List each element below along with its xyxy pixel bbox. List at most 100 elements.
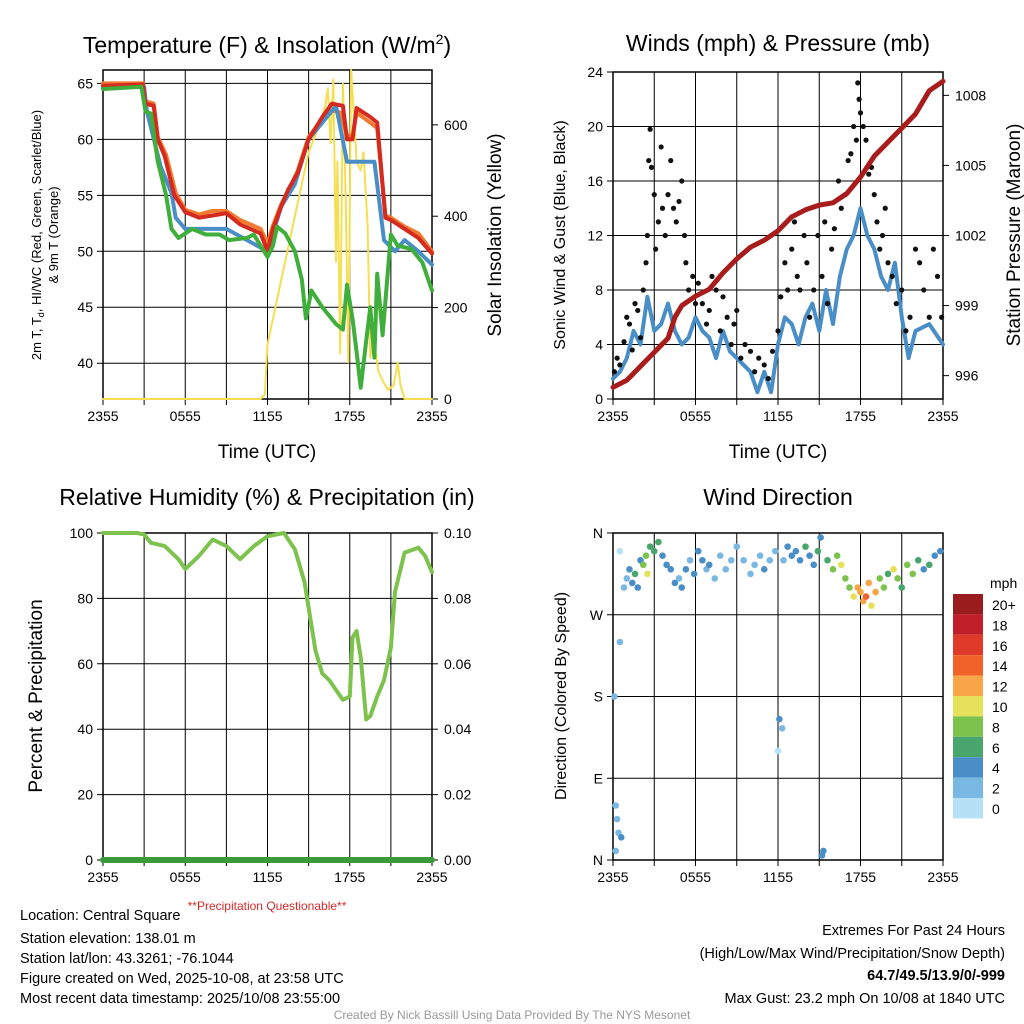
- gust-point: [807, 314, 813, 320]
- speed-colorbar: 20+ 18 16 14 12 10 8 6 4 2 0: [953, 594, 1016, 819]
- gust-point: [775, 328, 781, 334]
- rh-plot: 2355 0555 1155 1755 23550204060801000.000.02…: [70, 525, 472, 885]
- relative-humidity-line: [101, 531, 434, 722]
- direction-point: [796, 556, 804, 564]
- y-tick-label: 45: [77, 299, 93, 315]
- gust-point: [866, 171, 872, 177]
- temp-y-label-line2: & 9m T (Orange): [46, 186, 61, 283]
- direction-point: [810, 561, 818, 569]
- gust-point: [632, 301, 638, 307]
- x-tick-label: 0555: [680, 869, 711, 885]
- colorbar-label: 6: [992, 740, 1000, 756]
- colorbar-swatch: [953, 777, 983, 798]
- colorbar-label: 2: [992, 781, 1000, 797]
- gust-point: [614, 355, 620, 361]
- y2-tick-label: 999: [955, 298, 979, 314]
- direction-point: [936, 547, 944, 555]
- gust-point: [794, 273, 800, 279]
- colorbar-swatch: [953, 594, 983, 615]
- extremes-fields: (High/Low/Max Wind/Precipitation/Snow De…: [700, 946, 1005, 962]
- x-tick-label: 0555: [170, 408, 201, 424]
- direction-point: [711, 575, 719, 582]
- gust-point: [874, 219, 880, 225]
- direction-point: [659, 552, 666, 560]
- gust-point: [882, 205, 888, 211]
- gust-point: [907, 314, 913, 320]
- precip-questionable-note: **Precipitation Questionable**: [188, 899, 347, 913]
- colorbar-swatch: [953, 798, 983, 819]
- gust-point: [655, 219, 661, 225]
- direction-point: [722, 566, 730, 573]
- gust-point: [831, 226, 837, 232]
- x-tick-label: 1755: [845, 408, 876, 424]
- gust-point: [692, 301, 699, 307]
- y2-tick-label: 400: [444, 208, 468, 224]
- gust-point: [885, 260, 891, 266]
- direction-point: [671, 579, 679, 587]
- gust-point: [912, 246, 919, 252]
- td-line: [101, 84, 434, 390]
- x-tick-label: 1155: [252, 869, 282, 885]
- direction-point: [909, 570, 917, 578]
- gust-point: [643, 260, 649, 266]
- y-tick-label: 12: [587, 228, 603, 244]
- gust-point: [624, 314, 630, 320]
- gust-point: [742, 341, 748, 348]
- y-tick-label: W: [590, 607, 604, 623]
- x-tick-label: 1755: [845, 869, 876, 885]
- y-tick-label: 20: [587, 119, 603, 135]
- gust-point: [617, 362, 623, 368]
- direction-point: [733, 543, 741, 550]
- gust-point: [720, 294, 726, 300]
- direction-point: [920, 566, 928, 573]
- temp-y-label: 2m T, Td, HI/WC (Red, Green, Scarlet/Blu…: [29, 110, 46, 360]
- gust-point: [934, 273, 941, 279]
- y-tick-label: 60: [77, 656, 93, 672]
- gust-point: [871, 192, 877, 198]
- gust-point: [899, 287, 905, 293]
- gust-point: [673, 219, 679, 225]
- direction-point: [872, 588, 879, 596]
- direction-point: [642, 552, 650, 560]
- gust-point: [644, 232, 650, 239]
- direction-point: [814, 547, 822, 555]
- y-tick-label: 50: [77, 243, 93, 259]
- gust-point: [848, 151, 854, 157]
- direction-point: [925, 561, 933, 569]
- y-tick-label: 0: [595, 391, 603, 407]
- x-tick-label: 1155: [252, 408, 282, 424]
- direction-point: [890, 566, 897, 573]
- y-tick-label: 65: [77, 75, 93, 91]
- gust-point: [782, 260, 788, 266]
- gust-point: [681, 232, 688, 239]
- direction-point: [716, 552, 724, 560]
- y-tick-label: E: [594, 770, 603, 786]
- gust-point: [686, 287, 692, 293]
- gust-point: [651, 192, 657, 198]
- gust-point: [640, 287, 646, 293]
- gust-point: [811, 287, 817, 293]
- x-tick-label: 0555: [680, 408, 711, 424]
- plot-marks: [611, 534, 944, 859]
- gust-point: [889, 273, 895, 279]
- plot-frame: [612, 71, 944, 400]
- colorbar-label: 18: [992, 617, 1008, 633]
- direction-point: [740, 556, 747, 564]
- gust-point: [791, 219, 798, 225]
- direction-point: [628, 579, 636, 587]
- plot-frame: [102, 69, 433, 400]
- created-text: Figure created on Wed, 2025-10-08, at 23…: [20, 971, 344, 987]
- y2-tick-label: 200: [444, 300, 468, 316]
- gust-point: [851, 123, 857, 130]
- y-tick-label: 100: [70, 525, 94, 541]
- recent-text: Most recent data timestamp: 2025/10/08 2…: [20, 991, 340, 1007]
- gust-point: [665, 192, 671, 198]
- gust-point: [690, 273, 696, 279]
- gust-point: [797, 287, 803, 293]
- x-tick-label: 1155: [763, 869, 793, 885]
- colorbar-label: 10: [992, 699, 1008, 715]
- gust-point: [829, 246, 835, 252]
- direction-point: [694, 547, 702, 555]
- direction-point: [611, 693, 618, 700]
- colorbar-swatch: [953, 614, 983, 635]
